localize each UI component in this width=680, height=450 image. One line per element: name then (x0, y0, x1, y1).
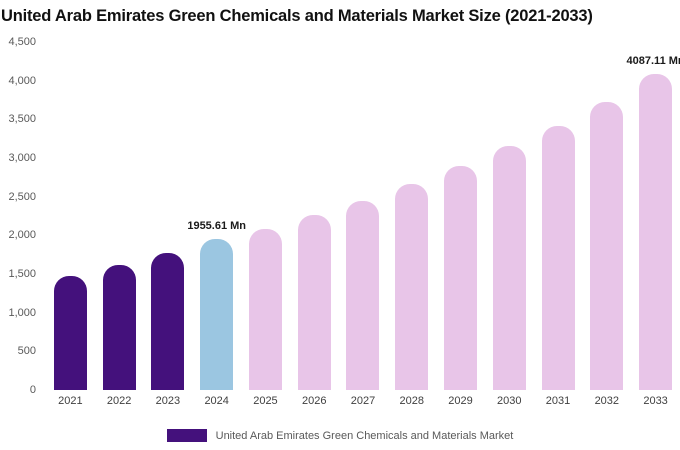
x-tick-label: 2033 (643, 395, 668, 407)
x-tick-label: 2024 (204, 395, 229, 407)
data-label-2024: 1955.61 Mn (187, 219, 247, 232)
y-tick-label: 2,500 (8, 190, 36, 203)
bar-2021 (53, 275, 87, 390)
x-tick-label: 2023 (155, 395, 181, 407)
bar-2022 (102, 264, 136, 390)
y-tick-label: 4,500 (8, 36, 36, 48)
bar-column-2030: 2030 (485, 42, 534, 412)
y-tick-label: 3,000 (8, 152, 36, 164)
data-label-2033: 4087.11 Mn (626, 54, 680, 67)
bar-2033 (639, 73, 673, 390)
y-tick-label: 1,000 (8, 306, 36, 319)
x-tick-label: 2030 (497, 395, 522, 407)
y-tick-label: 4,000 (8, 74, 36, 87)
bar-2025 (248, 229, 282, 390)
x-tick-label: 2032 (594, 395, 620, 407)
bar-2029 (444, 165, 477, 390)
bar-column-2028: 2028 (387, 42, 436, 412)
bar-column-2027: 2027 (339, 42, 388, 412)
bar-column-2025: 2025 (241, 42, 290, 412)
y-tick-label: 0 (29, 384, 36, 396)
bar-column-2021: 2021 (46, 42, 95, 412)
legend: United Arab Emirates Green Chemicals and… (0, 429, 680, 442)
bar-column-2023: 2023 (144, 42, 193, 412)
x-tick-label: 2021 (58, 395, 83, 407)
legend-label: United Arab Emirates Green Chemicals and… (215, 429, 514, 442)
bar-column-2033: 4087.11 Mn 2033 (627, 42, 680, 412)
x-tick-label: 2025 (253, 395, 278, 407)
y-tick-label: 1,500 (8, 268, 36, 280)
x-tick-label: 2027 (350, 395, 376, 407)
bar-column-2022: 2022 (95, 42, 144, 412)
bar-column-2029: 2029 (436, 42, 485, 412)
y-tick-label: 2,000 (8, 229, 36, 242)
bar-2023 (151, 252, 185, 390)
bar-column-2032: 2032 (582, 42, 631, 412)
chart-title: United Arab Emirates Green Chemicals and… (1, 7, 593, 25)
y-tick-label: 500 (17, 345, 36, 358)
bar-2031 (541, 125, 575, 390)
bar-column-2031: 2031 (534, 42, 583, 412)
y-axis: 0 500 1,000 1,500 2,000 2,500 3,000 3,500 4,000 4… (0, 36, 38, 396)
y-tick-label: 3,500 (8, 113, 36, 126)
bar-2028 (395, 183, 429, 390)
bar-2026 (297, 215, 331, 390)
legend-swatch (166, 429, 207, 442)
bar-column-2026: 2026 (290, 42, 339, 412)
bar-column-2024: 1955.61 Mn 2024 (187, 42, 246, 412)
x-tick-label: 2029 (448, 395, 473, 407)
x-tick-label: 2026 (301, 395, 327, 407)
bar-2030 (492, 145, 526, 390)
x-tick-label: 2031 (545, 395, 571, 407)
bar-2024 (200, 238, 234, 390)
x-tick-label: 2028 (399, 395, 424, 407)
bar-2032 (590, 101, 624, 390)
plot-area: 2021 2022 2023 1955.61 Mn 2024 2025 2026 2027 20… (46, 42, 680, 412)
bar-2027 (346, 200, 380, 390)
x-tick-label: 2022 (106, 395, 132, 407)
